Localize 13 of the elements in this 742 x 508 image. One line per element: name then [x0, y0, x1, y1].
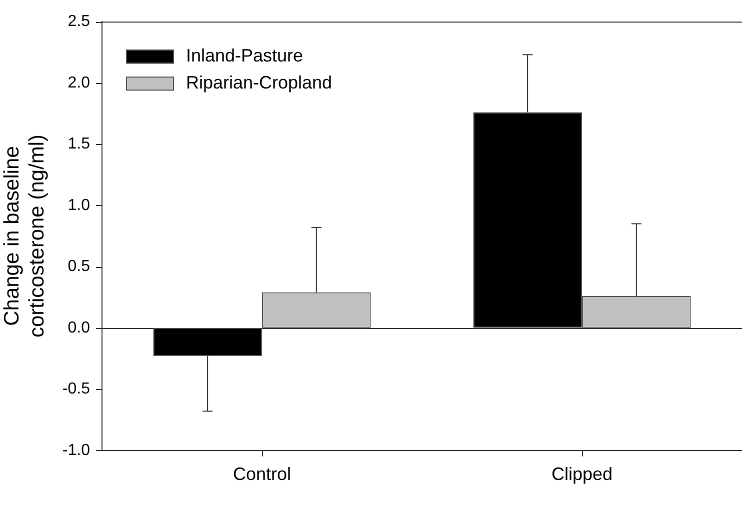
y-tick-label: 0.5 — [68, 258, 90, 276]
y-tick-label: -1.0 — [62, 442, 90, 459]
y-tick-label: 0.0 — [68, 319, 90, 336]
legend-label: Riparian-Cropland — [186, 72, 332, 93]
y-tick-label: 2.5 — [68, 13, 90, 30]
x-tick-label: Clipped — [551, 464, 613, 484]
y-tick-label: -0.5 — [62, 380, 90, 398]
x-tick-label: Control — [232, 464, 291, 484]
y-tick-label: 1.5 — [68, 136, 90, 153]
y-axis-title: Change in baseline corticosterone (ng/ml) — [0, 134, 49, 338]
legend-label: Inland-Pasture — [186, 46, 304, 66]
y-tick-label: 2.0 — [68, 74, 90, 92]
y-tick-label: 1.0 — [68, 196, 90, 214]
